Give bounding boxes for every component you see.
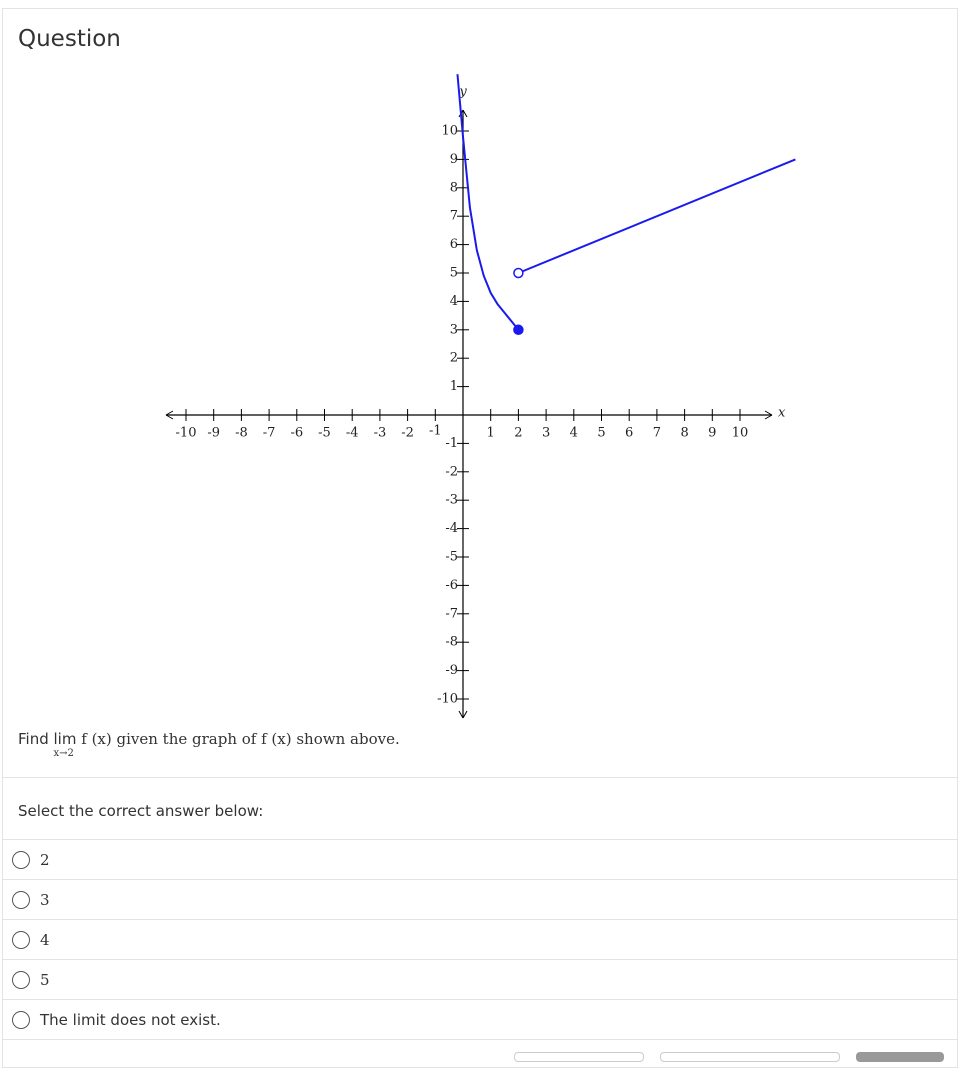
closed-point: [513, 324, 524, 336]
option-label: 4: [40, 930, 50, 949]
y-tick-label: -4: [445, 521, 458, 536]
graph: x y -10 -9 -8 -7 -6 -5 -4 -3 -2 -1 1 2 3 4 5 6 7 8 9 10-10-…: [165, 74, 796, 719]
option-label: 5: [40, 970, 50, 989]
y-tick-label: 2: [450, 351, 458, 366]
x-axis-label: x: [778, 406, 786, 421]
radio-button[interactable]: [12, 1010, 30, 1029]
option[interactable]: 3: [2, 879, 958, 919]
radio-button[interactable]: [12, 930, 30, 949]
y-tick-label: -8: [445, 635, 458, 650]
y-tick-label: -2: [445, 464, 458, 479]
option[interactable]: 4: [2, 919, 958, 959]
option[interactable]: 2: [2, 839, 958, 879]
x-tick-label: 9: [708, 426, 716, 441]
y-tick-label: 6: [450, 237, 458, 252]
y-tick-label: -9: [445, 663, 458, 678]
limit: lim x→2: [53, 730, 77, 759]
x-tick-label: -7: [263, 426, 276, 441]
x-tick-label: 2: [514, 426, 522, 441]
y-tick-label: -1: [445, 436, 458, 451]
x-tick-label: -1: [429, 424, 442, 439]
y-tick-label: 4: [450, 294, 458, 309]
option-label: 3: [40, 890, 50, 909]
y-tick-label: -6: [445, 578, 458, 593]
button[interactable]: [856, 1052, 944, 1062]
curve: [518, 158, 796, 274]
divider: [2, 777, 958, 778]
x-tick-label: 8: [680, 426, 688, 441]
prompt: Find lim x→2 f (x) given the graph of f (…: [18, 730, 400, 759]
option-label: 2: [40, 850, 50, 869]
radio-button[interactable]: [12, 970, 30, 989]
x-tick-label: -6: [290, 426, 303, 441]
x-tick-label: 5: [597, 426, 605, 441]
open-point: [513, 267, 524, 279]
y-tick-label: 5: [450, 266, 458, 281]
x-axis-arrows: [165, 410, 773, 420]
y-tick-label: 9: [450, 152, 458, 167]
x-tick-label: -2: [401, 426, 414, 441]
x-tick-label: 4: [570, 426, 578, 441]
x-tick-label: 10: [732, 426, 749, 441]
x-tick-label: 6: [625, 426, 633, 441]
x-tick-label: -8: [235, 426, 248, 441]
x-tick-label: -9: [207, 426, 220, 441]
x-tick-label: 3: [542, 426, 550, 441]
y-tick-label: -5: [445, 550, 458, 565]
x-tick-label: 7: [653, 426, 661, 441]
x-tick-label: -10: [176, 426, 197, 441]
option-label: The limit does not exist.: [40, 1010, 221, 1029]
x-tick-label: -5: [318, 426, 331, 441]
button[interactable]: [660, 1052, 840, 1062]
title: Question: [18, 26, 121, 52]
y-tick-label: 10: [441, 124, 458, 139]
instruction: Select the correct answer below:: [18, 802, 264, 820]
prompt-text: f (x) given the graph of f (x) shown abo…: [81, 730, 400, 748]
limit-subscript: x→2: [53, 748, 74, 759]
x-tick-label: -3: [374, 426, 387, 441]
x-tick-label: -4: [346, 426, 359, 441]
option[interactable]: The limit does not exist.: [2, 999, 958, 1040]
radio-button[interactable]: [12, 890, 30, 909]
button[interactable]: [514, 1052, 644, 1062]
y-tick-label: -7: [445, 606, 458, 621]
options: 2 3 4 5 The limit does not exist.: [2, 839, 958, 1040]
x-tick-label: 1: [487, 426, 495, 441]
curve: [456, 74, 520, 331]
option[interactable]: 5: [2, 959, 958, 999]
y-tick-label: -10: [437, 692, 458, 707]
prompt-text: Find: [18, 730, 49, 748]
lim: lim: [53, 730, 77, 748]
y-tick-label: 1: [450, 379, 458, 394]
y-axis-label: y: [458, 85, 467, 100]
y-tick-label: -3: [445, 493, 458, 508]
y-tick-label: 8: [450, 180, 458, 195]
y-tick-label: 7: [450, 209, 458, 224]
y-tick-label: 3: [450, 322, 458, 337]
radio-button[interactable]: [12, 850, 30, 869]
